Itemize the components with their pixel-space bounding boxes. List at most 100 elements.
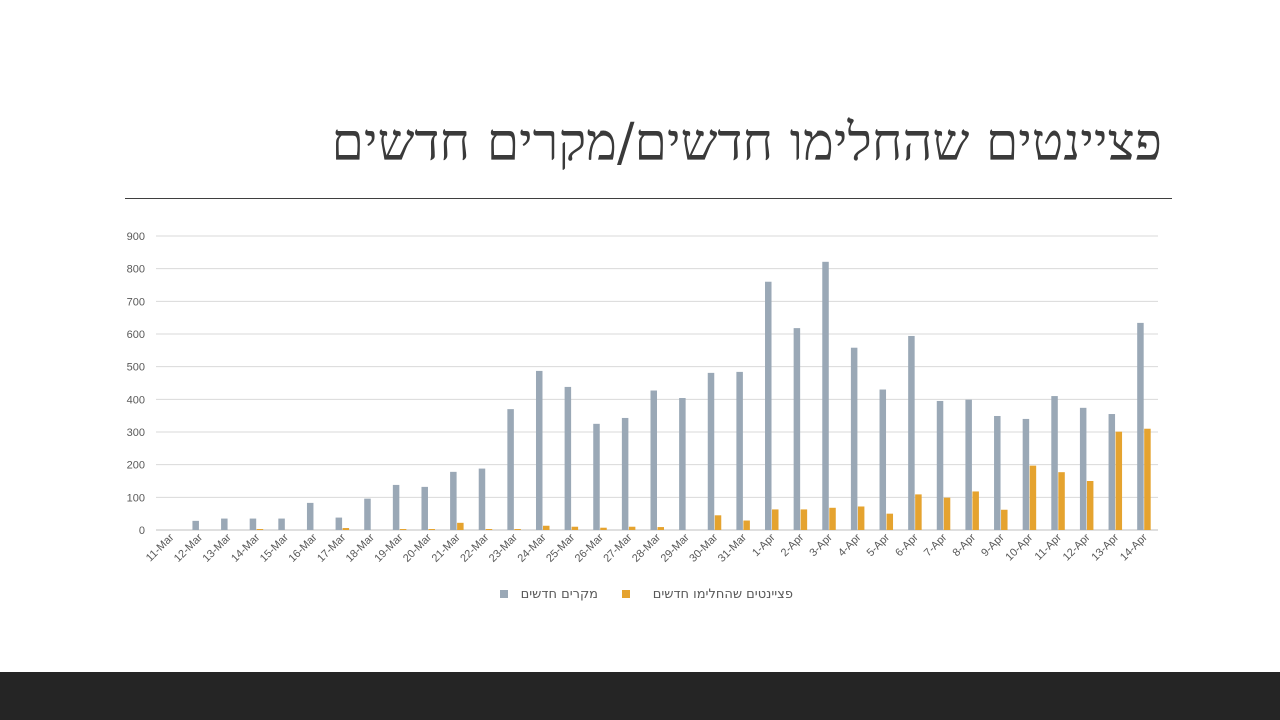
x-tick-label: 29-Mar — [659, 531, 692, 564]
x-tick-label: 14-Mar — [229, 531, 262, 564]
bar-recovered — [571, 526, 579, 530]
footer-band — [0, 672, 1280, 720]
x-tick-label: 20-Mar — [401, 531, 434, 564]
x-tick-label: 1-Apr — [750, 531, 778, 559]
x-tick-label: 17-Mar — [315, 531, 348, 564]
bar-recovered — [886, 513, 894, 530]
chart-bars — [192, 261, 1151, 530]
bar-new-cases — [335, 517, 343, 530]
x-tick-label: 24-Mar — [515, 531, 548, 564]
x-tick-label: 30-Mar — [687, 531, 720, 564]
bar-chart: 0 100 200 300 400 500 600 700 800 900 11-Mar12-Ma… — [127, 231, 1158, 602]
bar-new-cases — [1108, 414, 1116, 530]
bar-recovered — [1029, 465, 1037, 530]
y-axis-tick-labels: 0 100 200 300 400 500 600 700 800 900 — [127, 231, 145, 537]
bar-recovered — [857, 506, 865, 530]
x-tick-label: 19-Mar — [372, 531, 405, 564]
x-tick-label: 10-Apr — [1003, 531, 1035, 563]
x-tick-label: 2-Apr — [779, 531, 807, 559]
bar-new-cases — [450, 471, 457, 530]
x-axis-tick-labels: 11-Mar12-Mar13-Mar14-Mar15-Mar16-Mar17-M… — [144, 531, 1150, 564]
bar-new-cases — [478, 468, 486, 530]
y-tick-label: 800 — [127, 264, 145, 276]
bar-recovered — [399, 529, 407, 530]
y-tick-label: 200 — [127, 460, 145, 472]
chart-gridlines — [156, 235, 1158, 531]
bar-new-cases — [392, 484, 400, 530]
bar-new-cases — [593, 423, 600, 530]
bar-recovered — [1058, 472, 1065, 530]
x-tick-label: 5-Apr — [865, 531, 893, 559]
bar-new-cases — [994, 415, 1001, 530]
bar-recovered — [1086, 481, 1094, 530]
legend-swatch-recovered — [622, 590, 630, 598]
y-tick-label: 500 — [127, 362, 145, 374]
bar-recovered — [256, 529, 264, 530]
y-tick-label: 100 — [127, 492, 145, 504]
bar-recovered — [829, 507, 836, 530]
bar-new-cases — [249, 518, 257, 530]
chart-legend: מקרים חדשים פציינטים שהחלימו חדשים — [500, 587, 793, 602]
bar-recovered — [600, 527, 607, 530]
y-tick-label: 400 — [127, 394, 145, 406]
x-tick-label: 16-Mar — [286, 531, 319, 564]
bar-new-cases — [650, 390, 657, 530]
bar-recovered — [1001, 509, 1008, 530]
bar-new-cases — [306, 502, 314, 530]
bar-new-cases — [221, 518, 228, 530]
bar-recovered — [628, 526, 636, 530]
x-tick-label: 11-Mar — [144, 531, 177, 564]
title-divider — [125, 198, 1172, 199]
bar-recovered — [1115, 431, 1123, 530]
bar-new-cases — [879, 389, 887, 530]
x-tick-label: 12-Mar — [172, 531, 205, 564]
bar-recovered — [943, 497, 951, 530]
bar-recovered — [915, 494, 922, 530]
bar-new-cases — [192, 520, 199, 530]
x-tick-label: 28-Mar — [630, 531, 663, 564]
x-tick-label: 7-Apr — [922, 531, 950, 559]
x-tick-label: 25-Mar — [544, 531, 577, 564]
bar-new-cases — [679, 398, 686, 530]
bar-recovered — [428, 529, 435, 530]
bar-new-cases — [278, 518, 285, 530]
bar-new-cases — [822, 261, 829, 530]
x-tick-label: 3-Apr — [807, 531, 835, 559]
y-tick-label: 600 — [127, 329, 145, 341]
x-tick-label: 14-Apr — [1118, 531, 1150, 563]
legend-label-recovered: פציינטים שהחלימו חדשים — [653, 587, 793, 602]
x-tick-label: 6-Apr — [893, 531, 921, 559]
bar-recovered — [342, 528, 350, 530]
bar-recovered — [714, 515, 722, 530]
bar-new-cases — [1079, 407, 1087, 530]
y-tick-label: 300 — [127, 427, 145, 439]
x-tick-label: 13-Mar — [201, 531, 234, 564]
x-tick-label: 22-Mar — [458, 531, 491, 564]
bar-new-cases — [421, 486, 428, 530]
bar-recovered — [457, 522, 464, 530]
x-tick-label: 21-Mar — [430, 531, 463, 564]
x-tick-label: 23-Mar — [487, 531, 520, 564]
x-tick-label: 27-Mar — [601, 531, 634, 564]
bar-recovered — [1144, 428, 1151, 530]
x-tick-label: 13-Apr — [1089, 531, 1121, 563]
bar-new-cases — [765, 281, 772, 530]
bar-recovered — [542, 525, 550, 530]
bar-recovered — [514, 529, 521, 530]
x-tick-label: 15-Mar — [258, 531, 291, 564]
x-tick-label: 11-Apr — [1033, 531, 1064, 562]
bar-new-cases — [793, 328, 801, 530]
x-tick-label: 31-Mar — [716, 531, 749, 564]
bar-recovered — [657, 527, 664, 530]
bar-recovered — [743, 520, 750, 530]
x-tick-label: 18-Mar — [344, 531, 377, 564]
y-tick-label: 0 — [139, 525, 145, 537]
y-tick-label: 700 — [127, 296, 145, 308]
bar-recovered — [772, 509, 779, 530]
bar-new-cases — [1137, 322, 1144, 530]
bar-new-cases — [707, 372, 715, 530]
y-tick-label: 900 — [127, 231, 145, 243]
bar-new-cases — [965, 399, 972, 530]
bar-new-cases — [1022, 418, 1030, 530]
legend-swatch-new-cases — [500, 590, 508, 598]
